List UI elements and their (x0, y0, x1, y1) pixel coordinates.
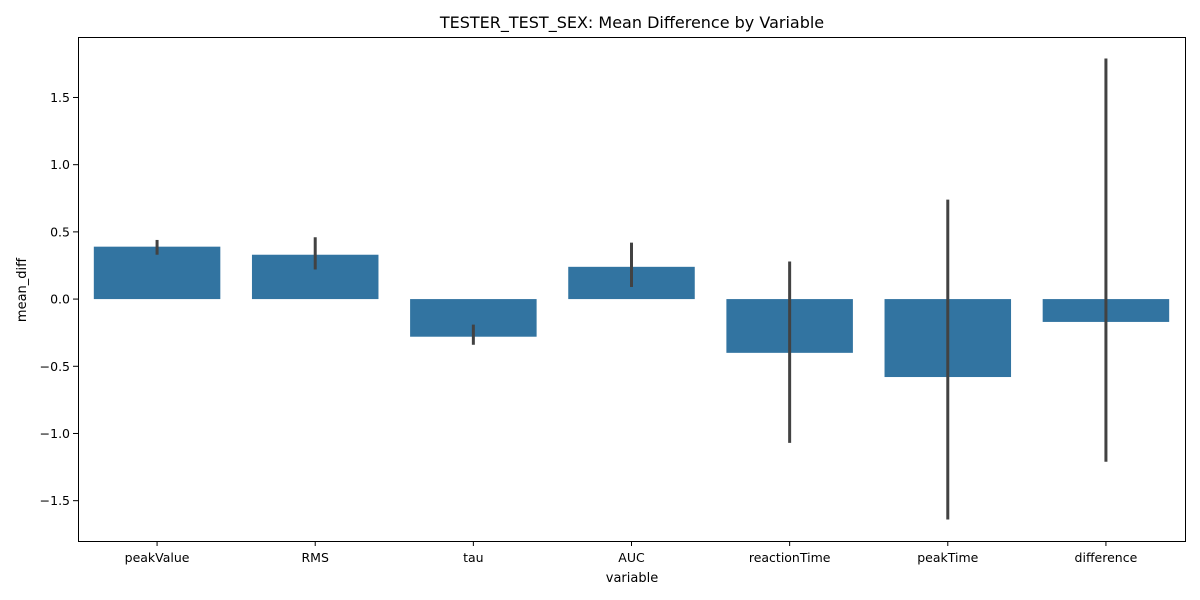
x-tick-label-peakValue: peakValue (125, 550, 190, 565)
y-axis-ticks: 1.5 1.0 0.5 0.0 −0.5 −1.0 −1.5 (40, 90, 78, 508)
bar-peakValue (93, 246, 221, 300)
y-tick-label-6: −1.5 (40, 493, 70, 508)
x-tick-label-RMS: RMS (302, 550, 329, 565)
y-tick-label-0: 1.5 (50, 90, 70, 105)
y-axis-label: mean_diff (15, 257, 30, 322)
y-tick-label-1: 1.0 (50, 157, 70, 172)
y-tick-label-2: 0.5 (50, 224, 70, 239)
error-bars-group (155, 58, 1108, 520)
y-tick-label-3: 0.0 (50, 292, 70, 307)
y-tick-label-5: −1.0 (40, 426, 70, 441)
x-tick-label-tau: tau (463, 550, 483, 565)
x-axis-label: variable (606, 571, 658, 586)
x-tick-label-reactionTime: reactionTime (749, 550, 831, 565)
y-tick-label-4: −0.5 (40, 359, 70, 374)
x-tick-label-difference: difference (1075, 550, 1138, 565)
chart-title: TESTER_TEST_SEX: Mean Difference by Vari… (439, 13, 824, 33)
x-tick-label-AUC: AUC (618, 550, 645, 565)
plot-frame (78, 37, 1186, 542)
x-axis-ticks: peakValue RMS tau AUC reactionTime peakTime di… (125, 541, 1138, 565)
x-tick-label-peakTime: peakTime (917, 550, 978, 565)
